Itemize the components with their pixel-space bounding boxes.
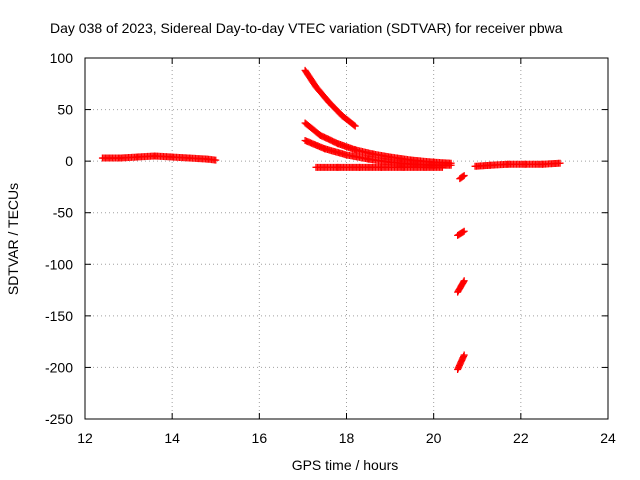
grid-lines (85, 58, 608, 419)
data-point (460, 172, 468, 180)
series-arc-10 (454, 351, 468, 373)
data-point (460, 227, 468, 235)
data-point (459, 228, 467, 236)
y-tick-label: -250 (45, 411, 73, 427)
y-tick-label: -50 (53, 205, 73, 221)
series-arc-6 (471, 159, 564, 170)
chart-title: Day 038 of 2023, Sidereal Day-to-day VTE… (50, 20, 563, 36)
y-tick-label: 50 (57, 102, 73, 118)
y-tick-label: -200 (45, 359, 73, 375)
data-point (212, 156, 220, 164)
x-tick-label: 14 (164, 430, 180, 446)
data-point (556, 159, 564, 167)
x-tick-label: 20 (426, 430, 442, 446)
data-series (98, 66, 564, 373)
data-point (351, 122, 359, 130)
y-tick-label: -150 (45, 308, 73, 324)
series-arc-5 (312, 163, 446, 171)
series-arc-2 (301, 66, 359, 130)
series-arc-7 (456, 172, 468, 183)
y-axis-label: SDTVAR / TECUs (5, 183, 21, 295)
x-tick-label: 22 (513, 430, 529, 446)
y-tick-label: -100 (45, 256, 73, 272)
y-tick-label: 0 (65, 153, 73, 169)
plot-frame (84, 57, 609, 420)
data-point (460, 277, 468, 285)
data-point (438, 163, 446, 171)
x-tick-label: 18 (339, 430, 355, 446)
y-tick-label: 100 (50, 50, 74, 66)
series-arc-1 (98, 152, 220, 164)
series-arc-8 (454, 227, 468, 239)
data-point (447, 161, 455, 169)
data-point (459, 278, 467, 286)
series-arc-9 (454, 277, 468, 296)
x-tick-label: 16 (252, 430, 268, 446)
x-tick-label: 24 (600, 430, 616, 446)
axis-ticks: 12 14 16 18 20 22 24 -250 -200 -150 -100 -50 0 50 100 (45, 50, 616, 446)
data-point (459, 172, 467, 180)
x-axis-label: GPS time / hours (292, 457, 399, 473)
data-point (350, 121, 358, 129)
x-tick-label: 12 (77, 430, 93, 446)
data-point (460, 351, 468, 359)
